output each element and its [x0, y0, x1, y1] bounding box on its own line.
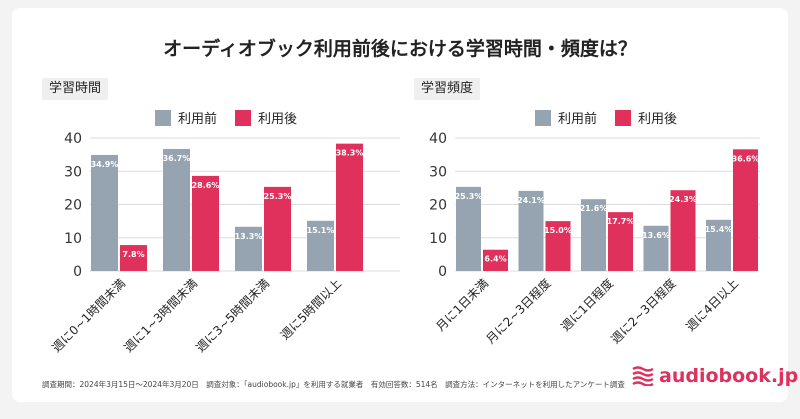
data-label: 34.9%	[91, 160, 119, 169]
data-label: 21.6%	[580, 204, 608, 213]
bar-after	[336, 143, 363, 271]
page-title: オーディオブック利用前後における学習時間・頻度は？	[163, 38, 637, 60]
bar-after	[670, 190, 696, 271]
waves-logo-icon	[632, 366, 654, 386]
y-tick-label: 30	[64, 164, 82, 180]
bar-before	[91, 154, 118, 271]
y-tick-label: 20	[429, 198, 447, 214]
legend-swatch-after	[615, 110, 631, 126]
data-label: 36.6%	[732, 154, 760, 163]
data-label: 15.4%	[705, 225, 733, 234]
bar-before	[307, 220, 334, 271]
legend-label: 利用前	[558, 111, 597, 127]
survey-footnote: 調査期間：2024年3月15日〜2024年3月20日 調査対象：「audiobo…	[42, 380, 625, 389]
x-tick-label: 月に2~3日程度	[483, 276, 554, 347]
bar-before	[518, 190, 544, 271]
legend-swatch-after	[235, 110, 251, 126]
bar-after	[264, 186, 291, 271]
legend-label: 利用後	[638, 112, 677, 127]
chart-title-study-frequency: 学習頻度	[414, 78, 481, 100]
y-tick-label: 30	[429, 164, 447, 180]
x-tick-label: 週に5時間以上	[278, 276, 344, 342]
chart-title-study-time: 学習時間	[42, 78, 109, 100]
bar-after	[545, 221, 571, 271]
x-tick-label: 週に2~3日程度	[608, 276, 679, 347]
bar-before	[643, 225, 669, 271]
x-tick-label: 週に3~5時間未満	[193, 276, 272, 355]
y-tick-label: 10	[64, 231, 82, 247]
data-label: 13.3%	[235, 232, 263, 241]
bar-after	[608, 212, 633, 271]
data-label: 24.3%	[669, 195, 697, 204]
bar-after	[192, 175, 219, 271]
data-label: 7.8%	[122, 250, 144, 259]
legend-label: 利用後	[258, 112, 297, 127]
data-label: 24.1%	[517, 196, 545, 205]
logo: audiobook.jp	[632, 365, 798, 387]
bar-after	[483, 249, 508, 271]
data-label: 17.7%	[607, 217, 635, 226]
bar-before	[706, 219, 731, 271]
bar-after	[120, 245, 147, 271]
y-tick-label: 0	[438, 264, 447, 280]
x-tick-label: 週に1日程度	[558, 276, 616, 334]
bar-before	[163, 148, 190, 271]
data-label: 13.6%	[642, 231, 670, 240]
data-label: 38.3%	[336, 149, 364, 158]
bar-before	[581, 199, 606, 271]
bar-before	[456, 186, 481, 271]
data-label: 28.6%	[192, 181, 220, 190]
x-tick-label: 週に1~3時間未満	[121, 276, 200, 355]
y-tick-label: 20	[64, 198, 82, 214]
x-tick-label: 月に1日未満	[433, 276, 491, 334]
data-label: 15.0%	[544, 226, 572, 235]
y-tick-label: 40	[429, 131, 447, 147]
legend-label: 利用前	[178, 111, 217, 127]
y-tick-label: 40	[64, 131, 82, 147]
legend-swatch-before	[155, 110, 171, 126]
logo-text: audiobook.jp	[659, 365, 799, 387]
bar-after	[733, 149, 758, 271]
data-label: 6.4%	[484, 255, 506, 264]
data-label: 25.3%	[455, 192, 483, 201]
x-tick-label: 週に0~1時間未満	[49, 276, 128, 355]
legend-swatch-before	[535, 110, 551, 126]
data-label: 36.7%	[163, 154, 191, 163]
bar-before	[235, 226, 262, 271]
data-label: 15.1%	[307, 226, 335, 235]
y-tick-label: 10	[429, 231, 447, 247]
y-tick-label: 0	[73, 264, 82, 280]
data-label: 25.3%	[264, 192, 292, 201]
x-tick-label: 週に4日以上	[683, 276, 741, 334]
